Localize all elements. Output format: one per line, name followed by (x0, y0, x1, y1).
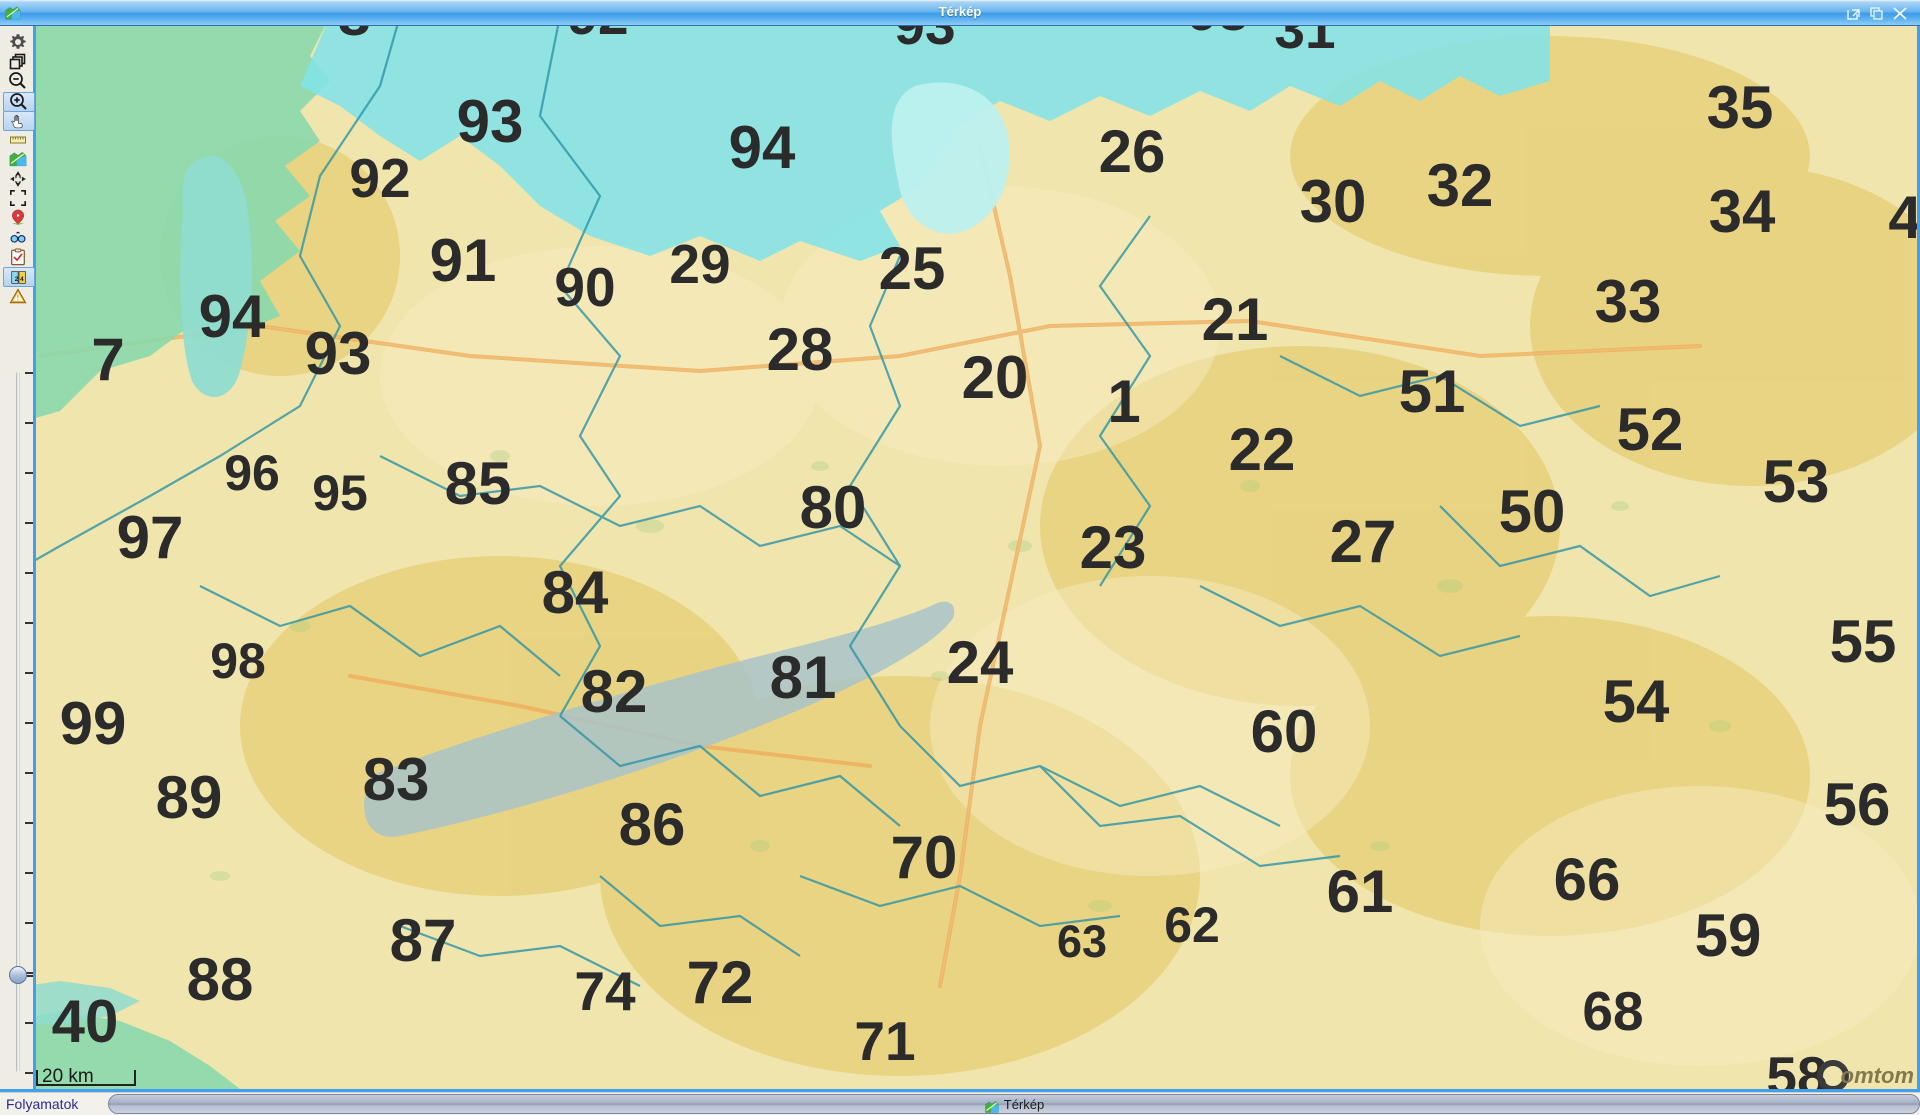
svg-text:23: 23 (1080, 514, 1147, 581)
svg-text:95: 95 (312, 465, 368, 521)
svg-text:99: 99 (60, 690, 127, 757)
svg-text:71: 71 (854, 1010, 915, 1072)
svg-text:59: 59 (1695, 902, 1762, 969)
svg-text:87: 87 (390, 907, 457, 974)
svg-text:62: 62 (1164, 897, 1220, 953)
svg-text:92: 92 (349, 147, 410, 209)
svg-text:66: 66 (1554, 846, 1621, 913)
svg-text:27: 27 (1330, 508, 1397, 575)
svg-text:86: 86 (619, 791, 686, 858)
svg-text:7: 7 (91, 326, 124, 393)
svg-text:92: 92 (567, 26, 628, 46)
svg-text:91: 91 (430, 227, 497, 294)
svg-text:96: 96 (224, 445, 280, 501)
svg-text:85: 85 (445, 450, 512, 517)
svg-text:93: 93 (457, 88, 524, 155)
svg-text:94: 94 (729, 114, 796, 181)
svg-text:4: 4 (1888, 184, 1920, 251)
svg-text:84: 84 (542, 559, 609, 626)
svg-text:54: 54 (1603, 668, 1670, 735)
svg-text:32: 32 (1427, 152, 1494, 219)
svg-text:60: 60 (1251, 698, 1318, 765)
svg-text:88: 88 (187, 946, 254, 1013)
svg-text:21: 21 (1202, 286, 1269, 353)
svg-text:40: 40 (52, 988, 119, 1055)
svg-text:24: 24 (947, 629, 1014, 696)
svg-text:94: 94 (199, 283, 266, 350)
svg-text:93: 93 (894, 26, 955, 56)
svg-text:26: 26 (1099, 118, 1166, 185)
svg-text:22: 22 (1229, 416, 1296, 483)
svg-text:33: 33 (1595, 268, 1662, 335)
svg-text:93: 93 (1187, 26, 1248, 42)
svg-text:81: 81 (770, 644, 837, 711)
svg-text:29: 29 (669, 233, 730, 295)
svg-text:53: 53 (1763, 448, 1830, 515)
svg-text:34: 34 (1709, 178, 1776, 245)
svg-text:56: 56 (1824, 771, 1891, 838)
svg-text:93: 93 (305, 320, 372, 387)
svg-text:35: 35 (1707, 74, 1774, 141)
svg-text:68: 68 (1582, 980, 1643, 1042)
svg-text:1: 1 (1107, 368, 1140, 435)
svg-text:!: ! (17, 293, 20, 302)
svg-text:55: 55 (1830, 608, 1897, 675)
svg-text:97: 97 (117, 504, 184, 571)
svg-text:31: 31 (1274, 26, 1335, 60)
svg-text:61: 61 (1327, 858, 1394, 925)
svg-text:80: 80 (800, 474, 867, 541)
svg-text:72: 72 (687, 949, 754, 1016)
svg-text:50: 50 (1499, 478, 1566, 545)
svg-text:82: 82 (581, 658, 648, 725)
svg-text:63: 63 (1057, 916, 1107, 967)
svg-text:51: 51 (1399, 358, 1466, 425)
svg-text:20: 20 (962, 344, 1029, 411)
svg-text:30: 30 (1300, 168, 1367, 235)
svg-text:28: 28 (767, 316, 834, 383)
svg-text:89: 89 (156, 764, 223, 831)
svg-text:25: 25 (879, 235, 946, 302)
svg-text:8: 8 (337, 26, 370, 48)
svg-text:98: 98 (210, 633, 266, 689)
svg-text:4: 4 (20, 276, 24, 283)
svg-text:70: 70 (891, 824, 958, 891)
svg-text:83: 83 (363, 746, 430, 813)
svg-text:52: 52 (1617, 396, 1684, 463)
svg-text:74: 74 (574, 960, 636, 1022)
svg-text:2: 2 (15, 276, 19, 283)
svg-text:90: 90 (554, 256, 615, 318)
